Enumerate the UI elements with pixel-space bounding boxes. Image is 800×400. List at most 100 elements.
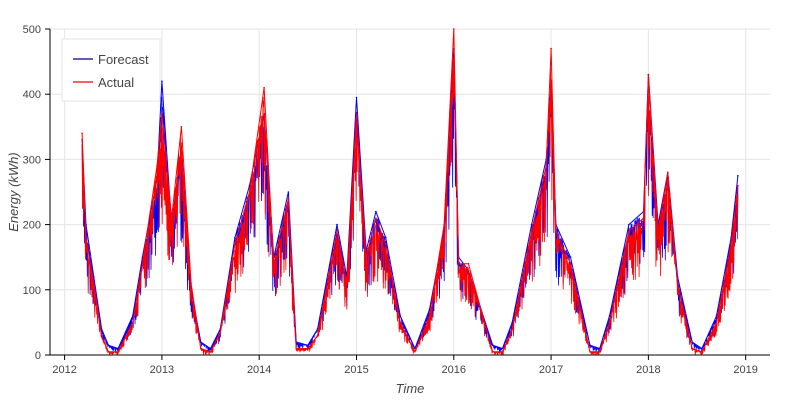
data-point-forecast <box>701 347 703 350</box>
data-point-forecast <box>501 347 504 350</box>
data-point-forecast <box>287 191 290 193</box>
data-point-forecast <box>598 347 601 350</box>
data-point-actual <box>667 171 669 174</box>
x-tick-label-2014: 2014 <box>247 364 271 376</box>
data-point-actual <box>263 86 265 89</box>
y-tick-label-100: 100 <box>23 285 41 297</box>
y-axis-title: Energy (kWh) <box>6 152 21 231</box>
x-tick-label-2015: 2015 <box>344 364 368 376</box>
data-point-actual <box>701 350 703 353</box>
data-point-actual <box>375 217 377 219</box>
data-point-actual <box>642 217 645 219</box>
y-tick-label-500: 500 <box>23 24 41 36</box>
series-actual <box>81 28 739 356</box>
y-tick-label-0: 0 <box>35 350 41 362</box>
data-point-forecast <box>93 276 95 278</box>
data-point-actual <box>443 223 445 226</box>
data-point-forecast <box>511 321 513 324</box>
data-point-actual <box>170 217 173 219</box>
legend-box <box>61 38 161 102</box>
data-point-actual <box>598 350 601 353</box>
data-point-actual <box>307 347 309 350</box>
x-tick-label-2013: 2013 <box>150 364 174 376</box>
data-point-actual <box>161 113 163 115</box>
x-tick-label-2018: 2018 <box>636 364 660 376</box>
data-point-actual <box>530 230 533 232</box>
data-point-forecast <box>161 80 163 82</box>
data-point-forecast <box>384 236 387 239</box>
data-point-actual <box>93 282 95 285</box>
data-point-actual <box>117 350 119 353</box>
series-layer <box>81 28 739 356</box>
data-point-actual <box>399 321 402 324</box>
y-tick-label-400: 400 <box>23 89 41 101</box>
data-point-forecast <box>355 96 358 99</box>
data-point-actual <box>414 350 416 353</box>
data-point-actual <box>100 334 103 337</box>
data-point-actual <box>501 350 504 353</box>
data-point-forecast <box>691 341 693 343</box>
data-point-actual <box>628 230 630 232</box>
data-point-actual <box>234 243 236 245</box>
data-point-forecast <box>307 344 309 347</box>
data-point-actual <box>156 165 158 167</box>
data-point-forecast <box>375 210 377 213</box>
data-point-actual <box>384 243 387 245</box>
x-tick-label-2012: 2012 <box>52 364 76 376</box>
data-point-forecast <box>316 328 319 330</box>
data-point-actual <box>737 184 739 187</box>
data-point-actual <box>511 328 513 330</box>
legend-forecast-label: Forecast <box>98 52 149 67</box>
data-point-actual <box>141 262 144 265</box>
legend: Forecast Actual <box>61 38 161 102</box>
data-point-forecast <box>414 347 416 350</box>
data-point-actual <box>608 321 611 324</box>
data-point-forecast <box>628 223 630 226</box>
data-point-forecast <box>131 315 134 317</box>
data-point-actual <box>355 113 358 115</box>
data-point-actual <box>569 262 572 265</box>
legend-actual-label: Actual <box>98 75 134 90</box>
x-tick-label-2016: 2016 <box>442 364 466 376</box>
data-point-actual <box>295 347 298 350</box>
data-point-forecast <box>336 223 338 226</box>
data-point-actual <box>248 191 251 193</box>
data-point-forecast <box>737 174 739 177</box>
data-point-actual <box>287 197 290 200</box>
data-point-actual <box>336 230 338 232</box>
data-point-actual <box>676 282 679 285</box>
data-point-actual <box>200 347 202 350</box>
data-point-forecast <box>589 344 591 347</box>
data-point-forecast <box>491 344 494 347</box>
data-point-forecast <box>107 344 110 347</box>
data-point-forecast <box>530 223 533 226</box>
data-point-forecast <box>100 328 103 330</box>
y-tick-label-200: 200 <box>23 220 41 232</box>
data-point-actual <box>545 165 547 167</box>
data-point-actual <box>550 47 552 50</box>
data-point-actual <box>457 262 460 265</box>
data-point-actual <box>555 230 557 232</box>
y-tick-label-300: 300 <box>23 154 41 166</box>
data-point-actual <box>691 347 693 350</box>
data-point-forecast <box>569 256 572 259</box>
data-point-actual <box>453 28 455 30</box>
data-point-actual <box>589 350 591 353</box>
data-point-actual <box>365 256 368 259</box>
data-point-forecast <box>117 347 119 350</box>
data-point-actual <box>107 350 110 353</box>
x-tick-label-2017: 2017 <box>539 364 563 376</box>
data-point-actual <box>730 243 732 245</box>
data-point-actual <box>491 350 494 353</box>
data-point-actual <box>647 73 650 76</box>
data-point-forecast <box>428 308 431 311</box>
data-point-actual <box>657 230 659 232</box>
data-point-actual <box>467 262 470 265</box>
data-point-forecast <box>209 347 212 350</box>
data-point-actual <box>273 262 275 265</box>
data-point-actual <box>219 331 222 334</box>
data-point-actual <box>316 334 319 337</box>
data-point-forecast <box>608 315 611 317</box>
